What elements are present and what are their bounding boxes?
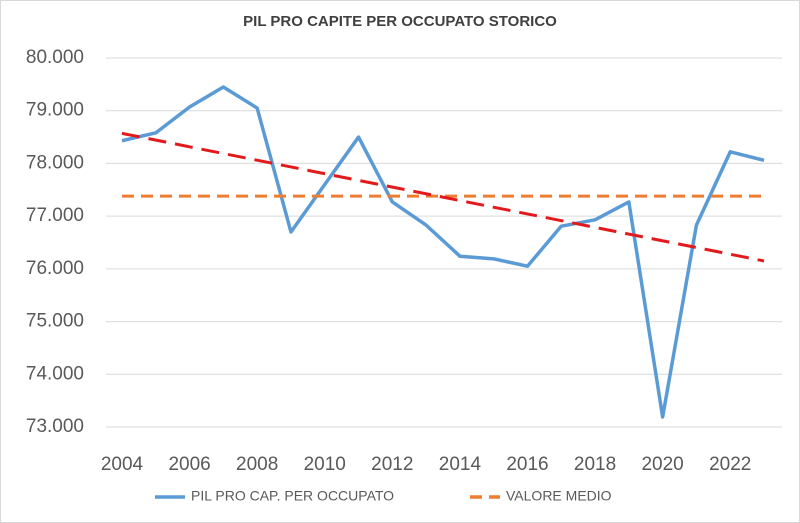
y-tick-label: 78.000 [26,152,84,173]
x-tick-label: 2016 [506,454,548,475]
y-tick-label: 77.000 [26,205,84,226]
x-tick-label: 2022 [709,454,751,475]
y-tick-label: 74.000 [26,363,84,384]
trend-line [121,131,765,263]
chart-title: PIL PRO CAPITE PER OCCUPATO STORICO [243,13,557,30]
x-tick-label: 2012 [371,454,413,475]
x-tick-label: 2006 [168,454,210,475]
x-tick-label: 2018 [574,454,616,475]
series-line [121,85,765,419]
legend-label: VALORE MEDIO [506,488,612,504]
y-tick-label: 76.000 [26,258,84,279]
x-tick-label: 2008 [236,454,278,475]
x-tick-label: 2010 [304,454,346,475]
legend-label: PIL PRO CAP. PER OCCUPATO [191,488,394,504]
y-tick-label: 80.000 [26,47,84,68]
x-tick-label: 2020 [641,454,683,475]
y-tick-label: 73.000 [26,416,84,437]
y-tick-label: 79.000 [26,100,84,121]
y-tick-label: 75.000 [26,311,84,332]
x-tick-label: 2014 [439,454,482,475]
x-tick-label: 2004 [101,454,144,475]
